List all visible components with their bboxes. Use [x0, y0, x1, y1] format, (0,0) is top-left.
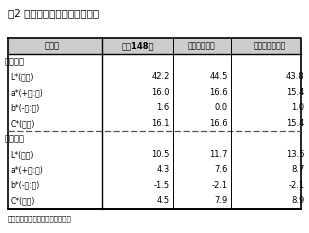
- Text: -1.5: -1.5: [154, 181, 170, 190]
- Text: 43.8: 43.8: [286, 72, 305, 82]
- Text: C*(彩度): C*(彩度): [11, 119, 35, 128]
- Text: a*(+大:赤): a*(+大:赤): [11, 88, 43, 97]
- Text: 表2 パウダーとペーストの色調: 表2 パウダーとペーストの色調: [7, 8, 99, 18]
- Text: L*(明度): L*(明度): [11, 150, 34, 159]
- Text: 44.5: 44.5: [210, 72, 228, 82]
- Text: 九州148号: 九州148号: [121, 41, 154, 51]
- Text: 15.4: 15.4: [286, 88, 305, 97]
- Text: 7.9: 7.9: [215, 196, 228, 205]
- Text: 1.0: 1.0: [291, 103, 305, 112]
- Text: パウダー: パウダー: [4, 57, 24, 66]
- Text: 42.2: 42.2: [151, 72, 170, 82]
- Text: L*(明度): L*(明度): [11, 72, 34, 82]
- Text: 色　調: 色 調: [44, 41, 59, 51]
- Text: 4.5: 4.5: [157, 196, 170, 205]
- Text: 11.7: 11.7: [210, 150, 228, 159]
- Text: b*(-大:青): b*(-大:青): [11, 103, 40, 112]
- Text: 16.6: 16.6: [210, 119, 228, 128]
- Text: a*(+大:赤): a*(+大:赤): [11, 165, 43, 174]
- Text: ペースト: ペースト: [4, 134, 24, 143]
- Text: C*(彩度): C*(彩度): [11, 196, 35, 205]
- Text: 16.1: 16.1: [151, 119, 170, 128]
- Text: -2.1: -2.1: [288, 181, 305, 190]
- Text: 10.5: 10.5: [151, 150, 170, 159]
- Bar: [7, 38, 302, 54]
- Text: ムラサキマサリ: ムラサキマサリ: [253, 41, 286, 51]
- Text: 日農化学工業（株）の調査による: 日農化学工業（株）の調査による: [7, 216, 71, 222]
- Text: 1.6: 1.6: [157, 103, 170, 112]
- Text: 7.6: 7.6: [215, 165, 228, 174]
- Text: -2.1: -2.1: [212, 181, 228, 190]
- Text: 8.9: 8.9: [291, 196, 305, 205]
- Text: 4.3: 4.3: [157, 165, 170, 174]
- Text: 15.4: 15.4: [286, 119, 305, 128]
- Text: 13.5: 13.5: [286, 150, 305, 159]
- Text: 16.6: 16.6: [210, 88, 228, 97]
- Text: 16.0: 16.0: [151, 88, 170, 97]
- Text: 0.0: 0.0: [215, 103, 228, 112]
- Text: b*(-大:青): b*(-大:青): [11, 181, 40, 190]
- Text: 8.7: 8.7: [291, 165, 305, 174]
- Text: アヤムラサキ: アヤムラサキ: [188, 41, 216, 51]
